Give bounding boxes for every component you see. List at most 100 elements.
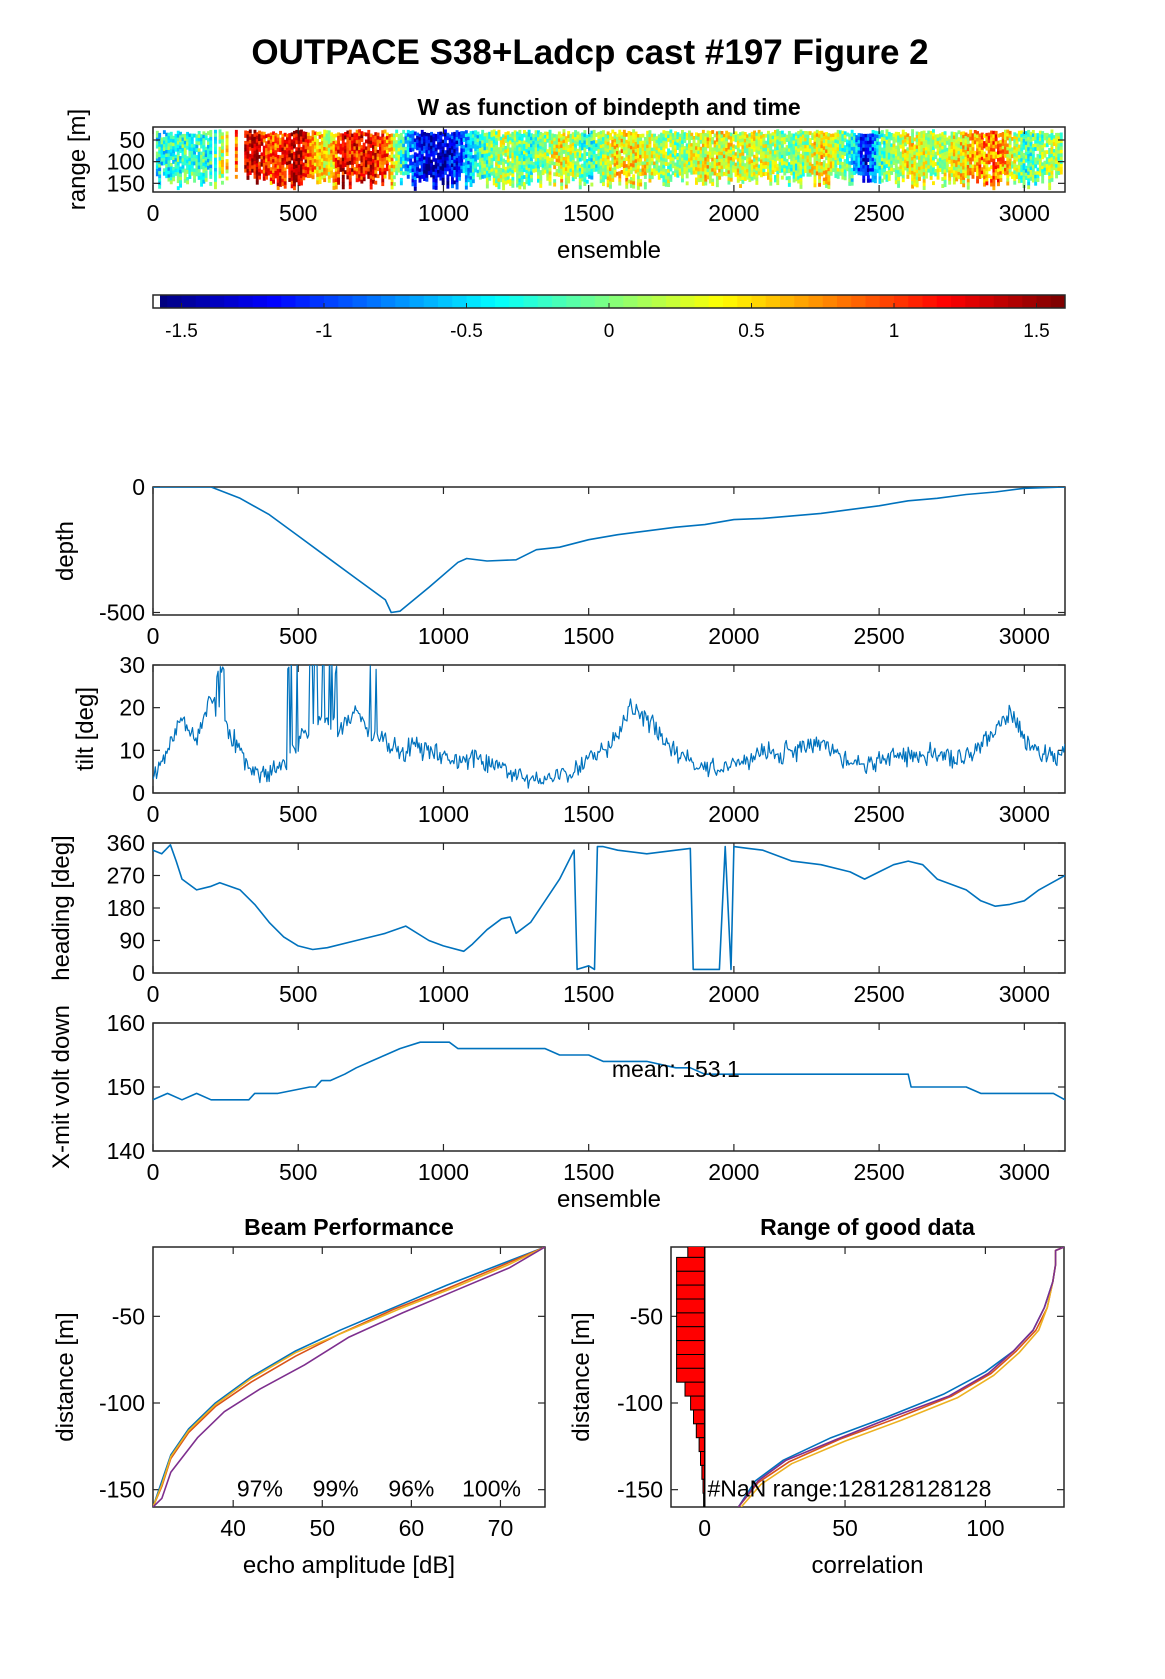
w-cell (936, 141, 940, 145)
w-cell (581, 136, 585, 140)
w-cell (792, 147, 796, 152)
w-cell (274, 132, 278, 137)
w-cell (348, 157, 352, 162)
w-cell (251, 154, 255, 159)
w-cell (880, 164, 884, 169)
w-cell (927, 151, 931, 156)
w-cell (801, 145, 805, 149)
w-cell (941, 159, 945, 164)
w-cell (497, 157, 501, 162)
w-cell (618, 140, 622, 144)
w-cell (499, 140, 503, 145)
w-cell (976, 134, 980, 139)
w-cell (1050, 160, 1054, 165)
w-cell (625, 171, 629, 175)
w-cell (1048, 151, 1052, 156)
w-cell (297, 175, 301, 180)
w-cell (720, 131, 724, 135)
w-cell (451, 177, 454, 182)
w-cell (980, 174, 984, 179)
w-cell (725, 151, 729, 156)
w-cell (316, 166, 320, 171)
w-cell (1036, 133, 1040, 137)
w-cell (962, 176, 966, 181)
w-cell (952, 149, 956, 154)
w-cell (718, 175, 722, 180)
w-cell (762, 158, 766, 163)
w-cell (197, 169, 201, 173)
w-cell (1034, 164, 1038, 169)
w-cell (541, 171, 545, 176)
w-cell (667, 131, 671, 135)
w-cell (402, 147, 406, 152)
w-cell (506, 162, 510, 167)
w-cell (678, 151, 682, 155)
w-cell (767, 162, 770, 166)
w-cell (606, 169, 610, 174)
w-cell (701, 168, 705, 172)
w-cell (169, 166, 173, 171)
w-cell (348, 143, 352, 148)
w-cell (379, 140, 382, 144)
w-cell (611, 174, 615, 179)
w-cell (971, 157, 975, 162)
w-cell (983, 179, 987, 184)
w-cell (911, 136, 915, 141)
w-cell (613, 131, 617, 136)
w-cell (713, 161, 717, 166)
w-cell (541, 160, 545, 165)
w-cell (388, 144, 392, 149)
w-cell (711, 140, 715, 145)
w-cell (938, 154, 942, 159)
w-cell (207, 145, 210, 149)
w-cell (416, 170, 420, 175)
w-cell (204, 160, 208, 165)
w-cell (792, 157, 796, 162)
w-cell (1055, 143, 1059, 148)
w-cell (1017, 134, 1021, 139)
w-cell (962, 131, 966, 136)
w-cell (530, 140, 533, 145)
w-cell (300, 167, 303, 172)
w-cell (176, 172, 180, 177)
w-cell (276, 172, 280, 177)
w-cell (815, 161, 819, 165)
w-cell (311, 158, 315, 162)
w-cell (546, 138, 550, 143)
w-cell (715, 183, 719, 188)
w-cell (1057, 167, 1061, 172)
w-cell (385, 167, 389, 172)
w-cell (839, 161, 842, 166)
w-cell (871, 136, 875, 141)
w-cell (969, 154, 973, 158)
w-cell (251, 144, 255, 149)
w-cell (883, 161, 887, 166)
w-cell (655, 146, 659, 151)
w-cell (527, 147, 531, 151)
w-cell (1043, 160, 1047, 165)
w-cell (341, 150, 345, 155)
w-cell (265, 148, 269, 152)
w-cell (997, 175, 1000, 180)
w-cell (520, 144, 524, 149)
w-cell (639, 161, 643, 166)
w-cell (362, 159, 366, 164)
w-cell (337, 139, 341, 144)
w-cell (736, 133, 740, 138)
w-cell (906, 136, 910, 141)
w-cell (165, 157, 169, 161)
w-cell (962, 134, 966, 139)
w-cell (423, 163, 427, 168)
w-cell (678, 168, 682, 173)
w-cell (437, 163, 441, 167)
w-cell (399, 153, 403, 158)
w-cell (460, 148, 464, 153)
w-cell (320, 141, 324, 145)
w-cell (997, 164, 1000, 169)
w-cell (444, 157, 447, 162)
w-cell (179, 183, 183, 188)
w-cell (718, 130, 722, 135)
w-cell (859, 150, 863, 155)
w-cell (978, 143, 982, 148)
w-cell (476, 138, 480, 143)
